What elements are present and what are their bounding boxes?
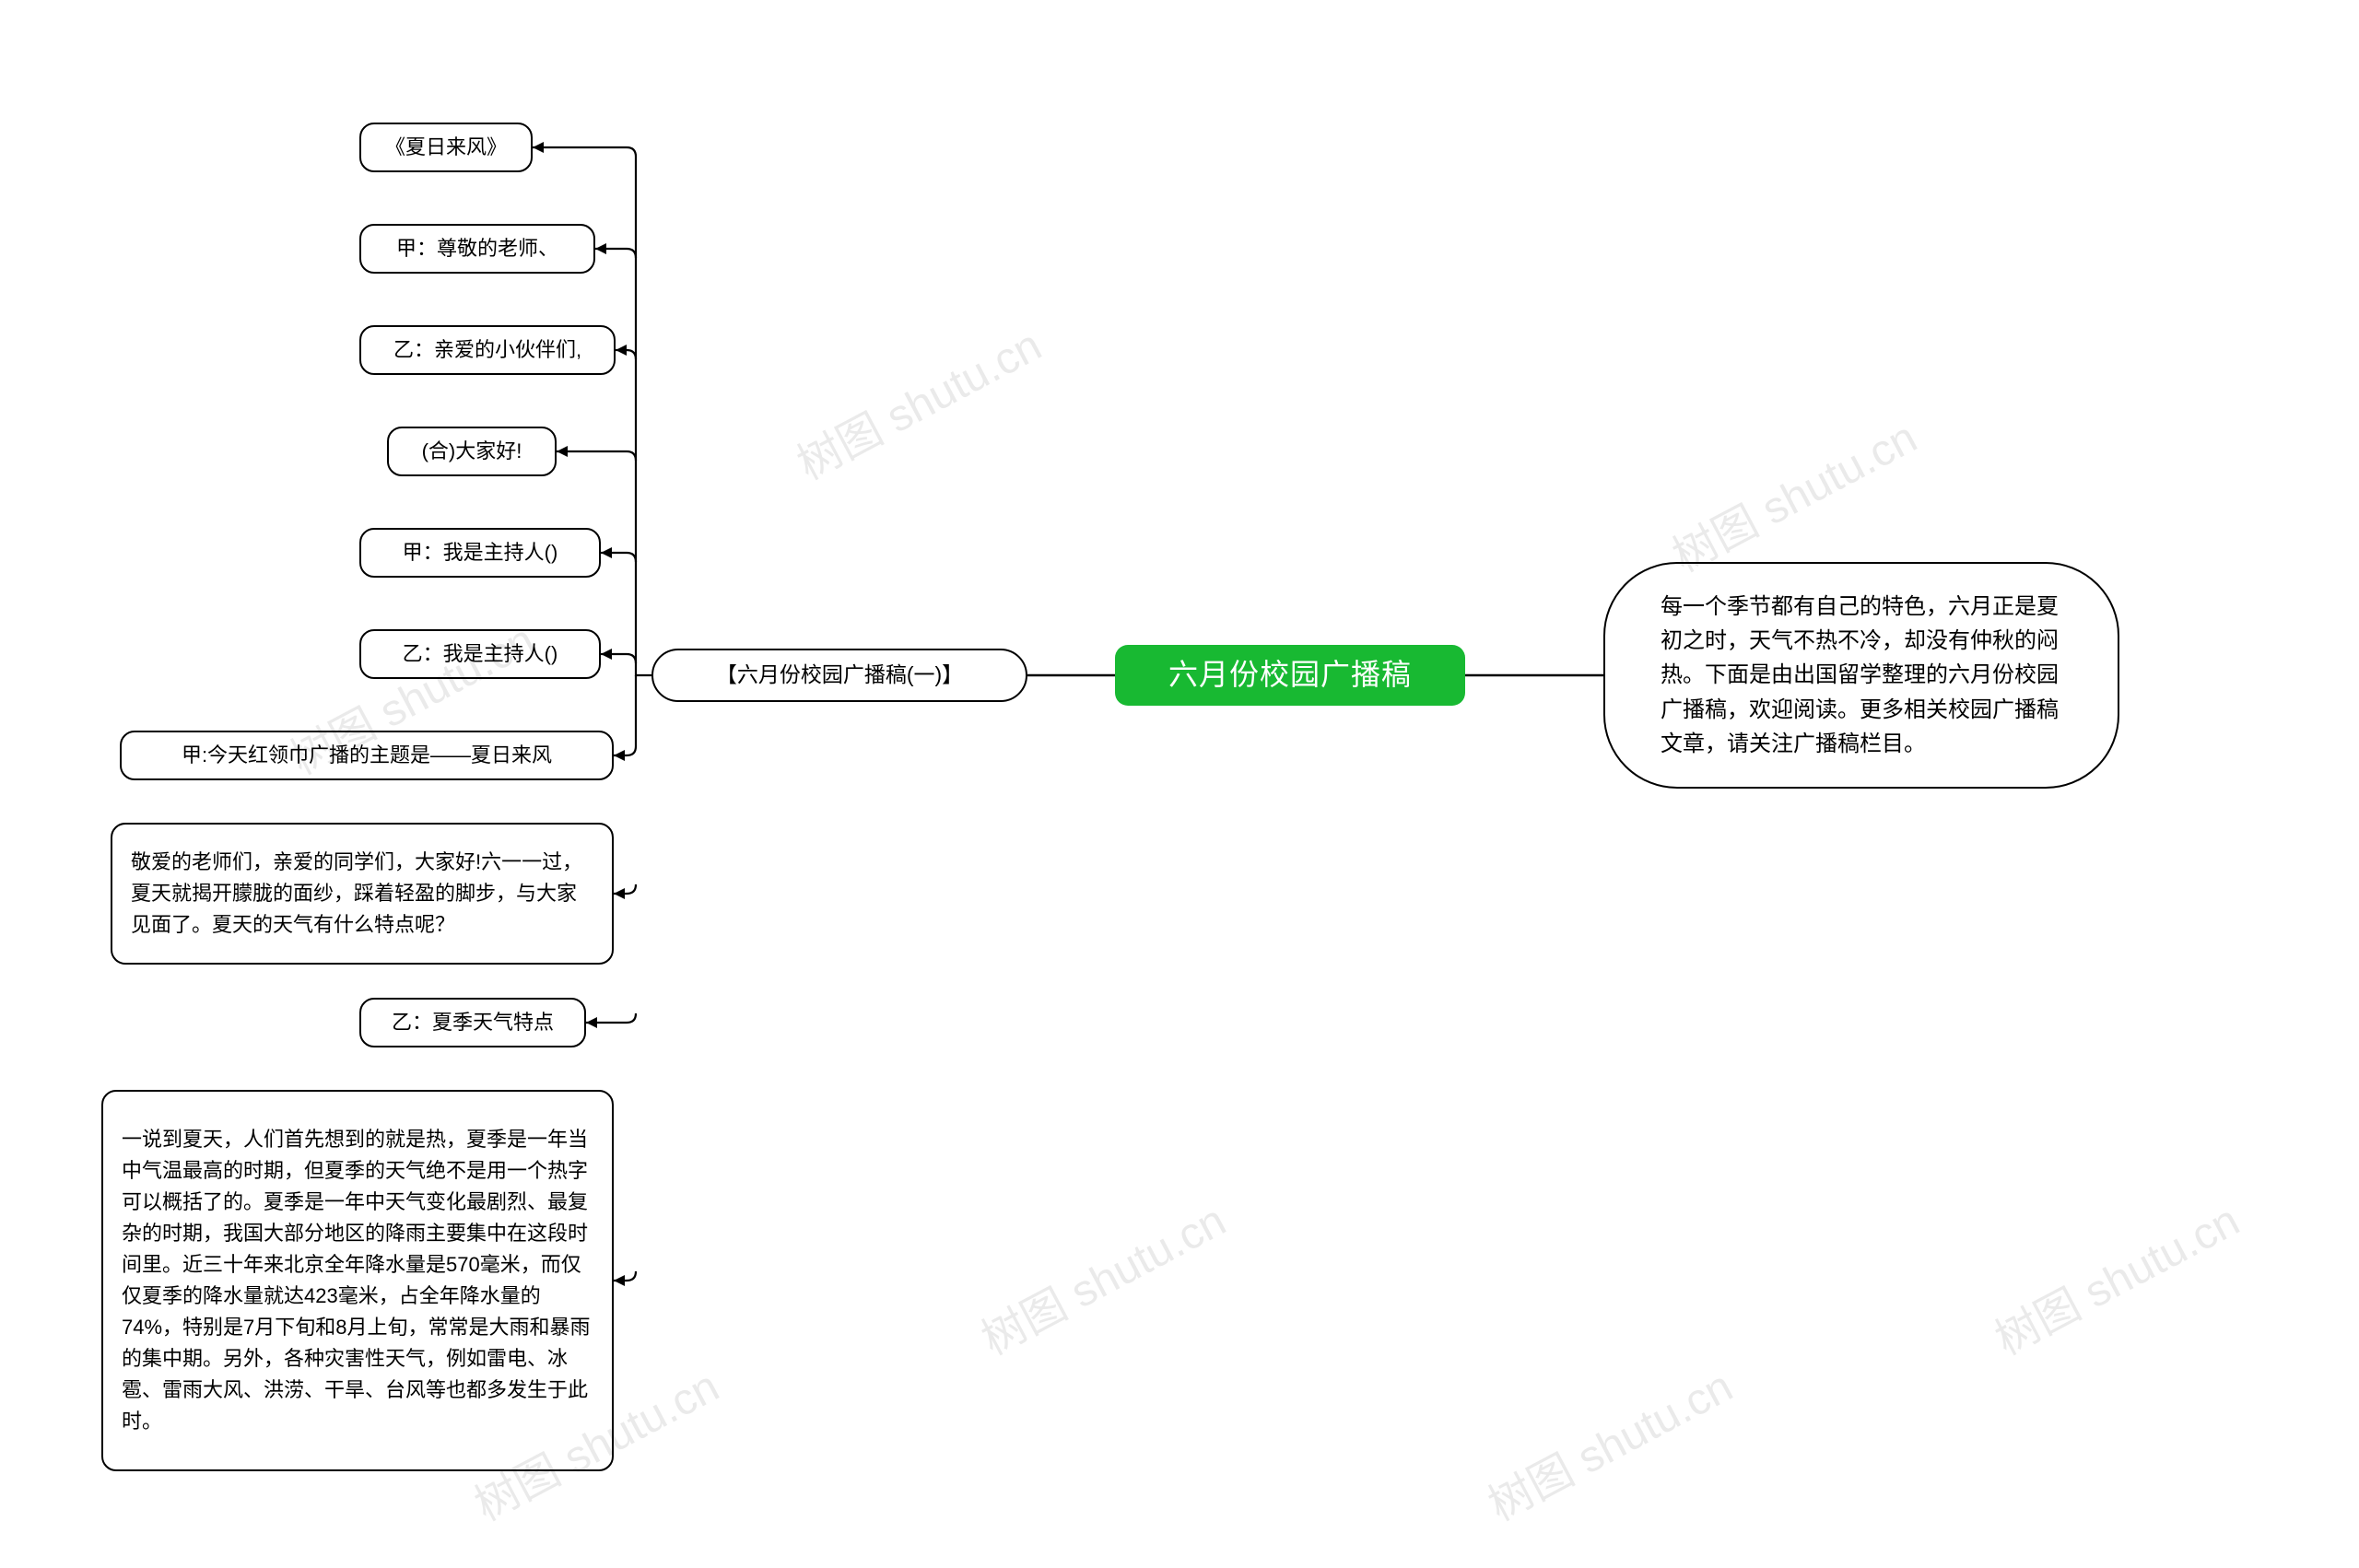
leaf-5[interactable]: 乙：我是主持人() [359,629,601,679]
leaf-label: 甲:今天红领巾广播的主题是——夏日来风 [182,740,552,771]
leaf-label: 一说到夏天，人们首先想到的就是热，夏季是一年当中气温最高的时期，但夏季的天气绝不… [122,1124,593,1438]
leaf-0[interactable]: 《夏日来风》 [359,123,533,172]
leaf-7[interactable]: 敬爱的老师们，亲爱的同学们，大家好!六一一过，夏天就揭开朦胧的面纱，踩着轻盈的脚… [111,823,614,965]
leaf-3[interactable]: (合)大家好! [387,427,557,476]
sub-node[interactable]: 【六月份校园广播稿(一)】 [651,649,1027,702]
leaf-label: 乙：亲爱的小伙伴们, [393,334,581,366]
leaf-9[interactable]: 一说到夏天，人们首先想到的就是热，夏季是一年当中气温最高的时期，但夏季的天气绝不… [101,1090,614,1471]
leaf-label: 乙：我是主持人() [403,638,558,670]
intro-node[interactable]: 每一个季节都有自己的特色，六月正是夏初之时，天气不热不冷，却没有仲秋的闷热。下面… [1603,562,2119,789]
intro-text: 每一个季节都有自己的特色，六月正是夏初之时，天气不热不冷，却没有仲秋的闷热。下面… [1661,590,2062,761]
mindmap-root[interactable]: 六月份校园广播稿 [1115,645,1465,706]
sub-label: 【六月份校园广播稿(一)】 [716,659,963,692]
leaf-label: (合)大家好! [422,436,522,467]
leaf-1[interactable]: 甲：尊敬的老师、 [359,224,595,274]
root-label: 六月份校园广播稿 [1168,652,1412,698]
leaf-4[interactable]: 甲：我是主持人() [359,528,601,578]
leaf-label: 甲：尊敬的老师、 [396,233,558,264]
leaf-label: 《夏日来风》 [385,132,507,163]
leaf-2[interactable]: 乙：亲爱的小伙伴们, [359,325,616,375]
leaf-label: 乙：夏季天气特点 [392,1007,554,1038]
leaf-label: 甲：我是主持人() [403,537,558,568]
leaf-label: 敬爱的老师们，亲爱的同学们，大家好!六一一过，夏天就揭开朦胧的面纱，踩着轻盈的脚… [131,847,593,941]
leaf-6[interactable]: 甲:今天红领巾广播的主题是——夏日来风 [120,731,614,780]
leaf-8[interactable]: 乙：夏季天气特点 [359,998,586,1047]
